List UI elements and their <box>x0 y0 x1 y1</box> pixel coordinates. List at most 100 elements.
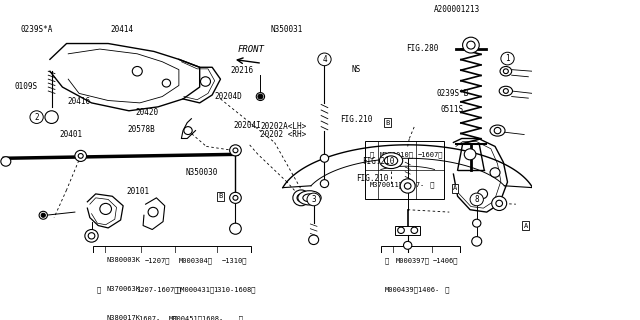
Text: N370063K: N370063K <box>106 286 140 292</box>
Text: A: A <box>453 185 457 191</box>
Ellipse shape <box>320 180 328 188</box>
Text: 20578B: 20578B <box>128 125 156 134</box>
Ellipse shape <box>467 41 475 49</box>
Ellipse shape <box>501 52 514 65</box>
Text: FIG.210: FIG.210 <box>356 174 388 183</box>
Ellipse shape <box>230 145 241 156</box>
Text: −1607〉: −1607〉 <box>417 152 443 158</box>
Ellipse shape <box>200 77 211 86</box>
Text: NS: NS <box>351 65 361 74</box>
Text: 20202 <RH>: 20202 <RH> <box>260 130 307 139</box>
Ellipse shape <box>230 192 241 204</box>
Text: FRONT: FRONT <box>238 45 265 54</box>
Text: 〉: 〉 <box>426 181 435 188</box>
Ellipse shape <box>492 196 507 211</box>
Ellipse shape <box>385 156 397 165</box>
Ellipse shape <box>1 157 11 166</box>
Text: M370010〈: M370010〈 <box>380 152 414 158</box>
Text: ⑤: ⑤ <box>369 152 374 158</box>
Ellipse shape <box>39 211 47 219</box>
Ellipse shape <box>258 94 263 99</box>
Ellipse shape <box>490 168 500 177</box>
Text: FIG.210: FIG.210 <box>363 157 395 166</box>
Ellipse shape <box>470 193 483 206</box>
Ellipse shape <box>472 219 481 227</box>
Bar <box>365 140 444 199</box>
Ellipse shape <box>400 179 415 193</box>
Ellipse shape <box>464 149 476 160</box>
Ellipse shape <box>403 241 412 249</box>
Ellipse shape <box>41 213 45 217</box>
Ellipse shape <box>233 196 238 200</box>
Text: 20202A<LH>: 20202A<LH> <box>260 122 307 131</box>
Ellipse shape <box>636 184 640 196</box>
Ellipse shape <box>503 69 508 74</box>
Text: A200001213: A200001213 <box>433 5 480 14</box>
Text: 2: 2 <box>35 113 39 122</box>
Text: 〉: 〉 <box>442 286 450 292</box>
Text: 1607-   〉: 1607- 〉 <box>139 315 177 320</box>
Text: ④: ④ <box>385 257 389 263</box>
Ellipse shape <box>318 53 331 66</box>
Text: ②M000431〈: ②M000431〈 <box>177 286 215 292</box>
Text: 8: 8 <box>474 195 479 204</box>
Text: −1310〉: −1310〉 <box>221 257 247 263</box>
Ellipse shape <box>100 204 111 214</box>
Ellipse shape <box>297 194 305 202</box>
Text: 4: 4 <box>322 55 327 64</box>
Text: B: B <box>385 120 390 126</box>
Ellipse shape <box>496 200 502 206</box>
Text: 0109S: 0109S <box>15 82 38 91</box>
Text: B: B <box>218 193 223 199</box>
Text: FIG.280: FIG.280 <box>406 44 438 53</box>
Text: 0239S*B: 0239S*B <box>436 89 469 98</box>
Ellipse shape <box>148 207 158 217</box>
Ellipse shape <box>75 150 86 162</box>
Text: 1: 1 <box>505 54 510 63</box>
Text: M000439〈1406-: M000439〈1406- <box>385 286 440 292</box>
Text: −1207〉: −1207〉 <box>145 257 171 263</box>
Text: N350031: N350031 <box>271 25 303 34</box>
Ellipse shape <box>88 233 95 239</box>
Ellipse shape <box>490 125 505 136</box>
Ellipse shape <box>380 153 403 169</box>
Ellipse shape <box>500 67 511 76</box>
Ellipse shape <box>499 86 513 96</box>
Text: N350030: N350030 <box>186 168 218 177</box>
Text: 0511S: 0511S <box>440 105 463 114</box>
Text: A: A <box>524 222 528 228</box>
Text: 20401: 20401 <box>60 130 83 139</box>
Ellipse shape <box>78 154 83 158</box>
Text: 20414: 20414 <box>110 25 133 34</box>
Bar <box>395 226 420 235</box>
Ellipse shape <box>320 154 328 162</box>
Ellipse shape <box>477 189 488 199</box>
Ellipse shape <box>303 194 316 202</box>
Text: 20101: 20101 <box>126 187 149 196</box>
Ellipse shape <box>298 191 321 205</box>
Bar <box>381 246 460 304</box>
Text: M000304〈: M000304〈 <box>179 257 213 263</box>
Ellipse shape <box>132 67 142 76</box>
Ellipse shape <box>30 111 44 124</box>
Text: M000451〈1608-: M000451〈1608- <box>168 315 223 320</box>
Text: 0239S*A: 0239S*A <box>20 25 53 34</box>
Ellipse shape <box>463 37 479 53</box>
Ellipse shape <box>503 89 508 93</box>
Text: FIG.210: FIG.210 <box>340 115 372 124</box>
Ellipse shape <box>397 227 404 234</box>
Ellipse shape <box>308 235 319 244</box>
Text: N380003K: N380003K <box>106 257 140 263</box>
Ellipse shape <box>85 229 98 242</box>
Ellipse shape <box>404 183 411 189</box>
Ellipse shape <box>411 227 418 234</box>
Ellipse shape <box>233 148 238 153</box>
Ellipse shape <box>162 79 170 87</box>
Text: 3: 3 <box>311 195 316 204</box>
Text: 20216: 20216 <box>230 66 253 75</box>
Ellipse shape <box>307 193 320 206</box>
Ellipse shape <box>293 190 310 206</box>
Text: 20416: 20416 <box>68 97 91 106</box>
Ellipse shape <box>184 127 192 134</box>
Text: 20420: 20420 <box>136 108 159 117</box>
